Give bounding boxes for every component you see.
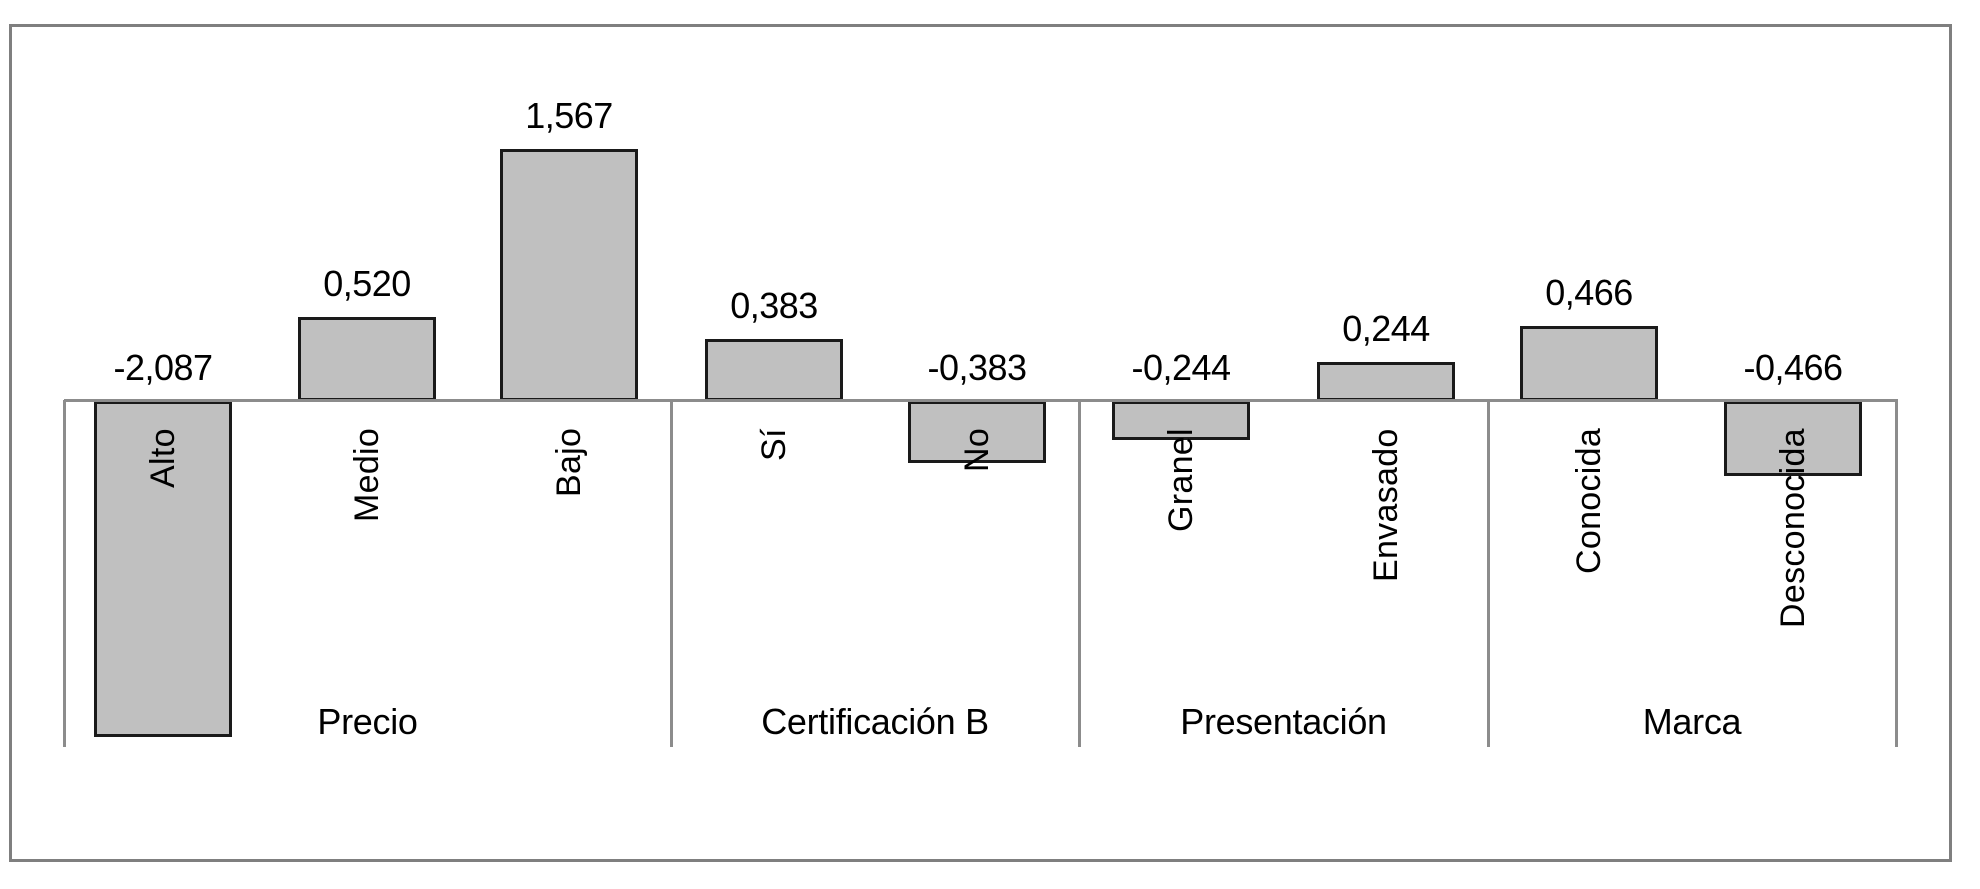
category-label: Granel bbox=[1162, 428, 1200, 532]
bar-no bbox=[908, 401, 1046, 463]
category-label: Envasado bbox=[1367, 428, 1405, 582]
data-label: 0,520 bbox=[323, 263, 411, 304]
data-label: -0,383 bbox=[927, 347, 1027, 388]
bar-conocida bbox=[1520, 326, 1658, 401]
data-label: -0,466 bbox=[1743, 347, 1843, 388]
data-label: 0,244 bbox=[1342, 308, 1430, 349]
category-axis-separator bbox=[63, 400, 66, 747]
bar-si bbox=[705, 339, 843, 401]
category-label: Medio bbox=[348, 427, 386, 522]
data-label: 0,383 bbox=[730, 285, 818, 326]
category-label: Desconocida bbox=[1774, 428, 1812, 628]
group-label: Certificación B bbox=[761, 701, 989, 742]
category-label: Conocida bbox=[1570, 427, 1608, 574]
category-axis-separator bbox=[1895, 400, 1898, 747]
category-label: Sí bbox=[755, 428, 793, 461]
category-label: No bbox=[958, 427, 996, 472]
data-label: 1,567 bbox=[525, 95, 613, 136]
bar-granel bbox=[1112, 401, 1250, 440]
category-axis-separator bbox=[1487, 400, 1490, 747]
category-label: Alto bbox=[144, 428, 182, 488]
category-axis-separator bbox=[1078, 400, 1081, 747]
data-label: -2,087 bbox=[113, 347, 213, 388]
bar-medio bbox=[298, 317, 436, 401]
bar-bajo bbox=[500, 149, 638, 401]
data-label: 0,466 bbox=[1545, 272, 1633, 313]
group-label: Precio bbox=[317, 701, 418, 742]
group-label: Marca bbox=[1642, 701, 1742, 742]
data-label: -0,244 bbox=[1131, 347, 1231, 388]
bar-envasado bbox=[1317, 362, 1455, 401]
category-axis-line bbox=[64, 399, 1898, 402]
category-label: Bajo bbox=[550, 427, 588, 497]
group-label: Presentación bbox=[1180, 701, 1387, 742]
category-axis-separator bbox=[670, 400, 673, 747]
bar-alto bbox=[94, 401, 232, 737]
bar-desconocida bbox=[1724, 401, 1862, 476]
